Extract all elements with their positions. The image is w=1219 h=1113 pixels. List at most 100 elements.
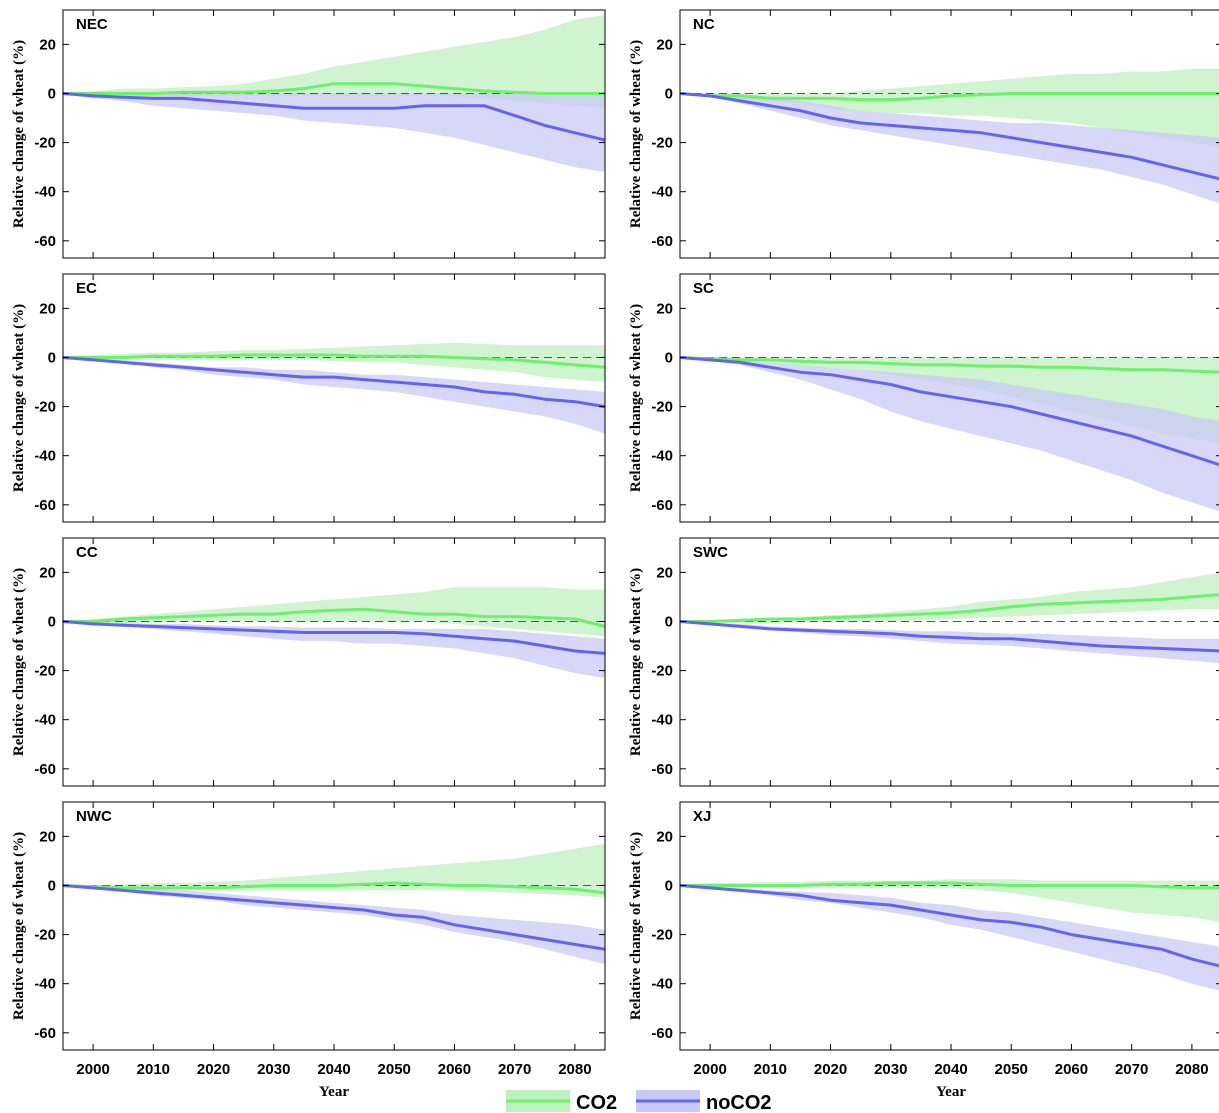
plot-area — [63, 843, 605, 965]
y-tick-label: 20 — [39, 828, 56, 845]
band-co2 — [680, 572, 1219, 623]
y-tick-label: 0 — [48, 349, 56, 366]
y-tick-label: 20 — [656, 564, 673, 581]
y-tick-label: 20 — [656, 828, 673, 845]
line-co2 — [63, 607, 605, 628]
panel-cc: 20 0 -20 -40 -60 CC Relative change of wheat (… — [11, 537, 606, 787]
line-noco2 — [63, 884, 605, 951]
line-co2 — [680, 92, 1219, 102]
x-tick-label: 2040 — [934, 1061, 967, 1078]
y-tick-label: 0 — [665, 613, 673, 630]
line-co2 — [63, 82, 605, 95]
y-tick-label: -20 — [34, 399, 56, 416]
x-tick-label: 2070 — [498, 1061, 531, 1078]
y-tick-label: 20 — [656, 300, 673, 317]
y-tick-label: 20 — [656, 36, 673, 53]
panel-frame — [679, 801, 1219, 1051]
x-tick-label: 2000 — [76, 1061, 109, 1078]
x-axis-label: Year — [319, 1084, 349, 1100]
x-tick-label: 2030 — [257, 1061, 290, 1078]
y-tick-label: -20 — [651, 399, 673, 416]
y-tick-label: -20 — [651, 927, 673, 944]
y-tick-label: -40 — [651, 448, 673, 465]
band-noco2 — [63, 885, 605, 965]
x-tick-label: 2060 — [1055, 1061, 1088, 1078]
plot-area — [63, 14, 605, 173]
line-co2 — [680, 593, 1219, 623]
y-tick-label: 0 — [48, 85, 56, 102]
band-co2 — [680, 357, 1219, 443]
line-noco2 — [680, 884, 1219, 968]
panel-xj: 2000 2010 2020 2030 2040 2050 2060 2070 2080 20 0 -… — [628, 801, 1219, 1100]
y-tick-label: -60 — [651, 233, 673, 250]
panel-nec: 20 0 -20 -40 -60 NEC Relative change of wheat … — [11, 9, 606, 259]
y-tick-label: -20 — [34, 663, 56, 680]
panel-title: CC — [76, 544, 98, 561]
plot-area — [680, 68, 1219, 204]
y-tick-label: 0 — [48, 877, 56, 894]
plot-area — [63, 587, 605, 678]
y-tick-label: -20 — [651, 135, 673, 152]
line-co2 — [63, 353, 605, 369]
band-noco2 — [63, 93, 605, 173]
x-tick-label: 2060 — [438, 1061, 471, 1078]
band-co2 — [63, 342, 605, 382]
x-tick-label: 2050 — [995, 1061, 1028, 1078]
band-co2 — [680, 68, 1219, 148]
y-tick-label: -40 — [651, 712, 673, 729]
y-tick-label: -60 — [651, 1025, 673, 1042]
panel-title: EC — [76, 280, 97, 297]
x-tick-label: 2050 — [378, 1061, 411, 1078]
panel-title: NEC — [76, 16, 108, 33]
x-axis-label: Year — [936, 1084, 966, 1100]
x-tick-label: 2020 — [814, 1061, 847, 1078]
y-tick-label: -60 — [34, 497, 56, 514]
y-tick-label: -40 — [34, 448, 56, 465]
x-tick-label: 2070 — [1115, 1061, 1148, 1078]
line-noco2 — [63, 356, 605, 409]
x-tick-label: 2010 — [754, 1061, 787, 1078]
y-axis-label: Relative change of wheat (%) — [11, 832, 27, 1020]
x-tick-label: 2020 — [197, 1061, 230, 1078]
x-tick-label: 2030 — [874, 1061, 907, 1078]
panel-frame — [62, 537, 606, 787]
panel-swc: 20 0 -20 -40 -60 SWC Relative change of wheat … — [628, 537, 1219, 787]
y-tick-label: -40 — [34, 712, 56, 729]
y-tick-label: -40 — [34, 184, 56, 201]
legend-label: CO2 — [576, 1092, 617, 1113]
y-tick-label: -20 — [651, 663, 673, 680]
band-noco2 — [63, 621, 605, 678]
y-tick-label: -40 — [651, 976, 673, 993]
legend: CO2 noCO2 — [506, 1090, 772, 1113]
y-tick-label: -20 — [34, 135, 56, 152]
band-noco2 — [63, 357, 605, 434]
line-noco2 — [680, 92, 1219, 181]
band-co2 — [680, 879, 1219, 922]
y-tick-label: 20 — [39, 564, 56, 581]
y-tick-label: 0 — [665, 877, 673, 894]
panel-title: NWC — [76, 808, 112, 825]
y-axis-label: Relative change of wheat (%) — [628, 304, 644, 492]
line-co2 — [680, 881, 1219, 890]
y-tick-label: -60 — [651, 497, 673, 514]
panel-title: SC — [693, 280, 714, 297]
line-co2 — [63, 881, 605, 895]
band-noco2 — [680, 885, 1219, 991]
band-noco2 — [680, 93, 1219, 204]
y-axis-label: Relative change of wheat (%) — [628, 40, 644, 228]
panel-title: XJ — [693, 808, 711, 825]
band-noco2 — [680, 357, 1219, 512]
y-axis-label: Relative change of wheat (%) — [11, 568, 27, 756]
plot-area — [63, 342, 605, 434]
panel-frame — [679, 537, 1219, 787]
y-tick-label: 20 — [39, 300, 56, 317]
panel-ec: 20 0 -20 -40 -60 EC Relative change of wheat (… — [11, 273, 606, 523]
panel-nwc: 2000 2010 2020 2030 2040 2050 2060 2070 2080 20 0 -… — [11, 801, 606, 1100]
band-co2 — [63, 14, 605, 109]
plot-area — [680, 879, 1219, 991]
line-co2 — [680, 356, 1219, 374]
x-tick-label: 2080 — [558, 1061, 591, 1078]
panel-title: SWC — [693, 544, 728, 561]
line-noco2 — [680, 356, 1219, 467]
